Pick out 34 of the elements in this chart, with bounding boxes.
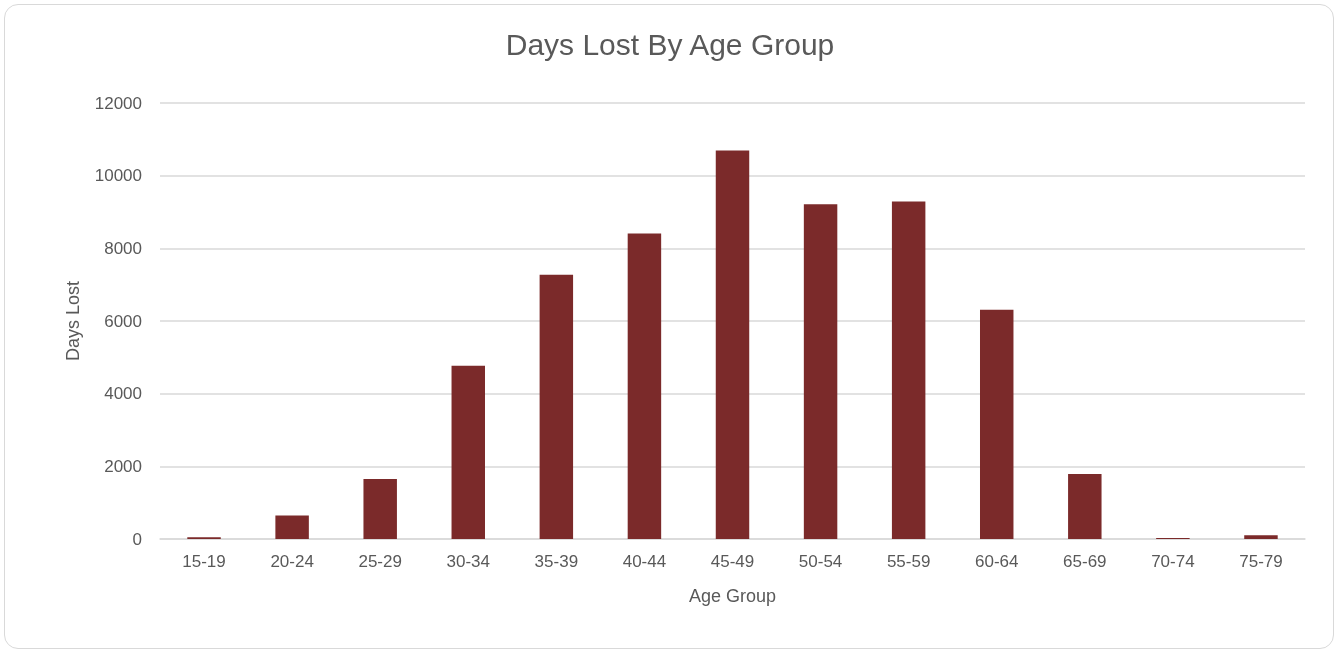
x-tick-label: 65-69 bbox=[1063, 552, 1107, 571]
bar bbox=[1244, 535, 1278, 539]
x-tick-label: 15-19 bbox=[182, 552, 226, 571]
y-tick-label: 8000 bbox=[104, 238, 142, 258]
bar bbox=[1068, 473, 1102, 539]
bar bbox=[363, 479, 397, 539]
x-tick-label: 55-59 bbox=[886, 552, 931, 571]
y-axis-title: Days Lost bbox=[63, 280, 83, 362]
x-tick-label: 70-74 bbox=[1151, 552, 1195, 571]
x-tick-label: 45-49 bbox=[710, 552, 755, 571]
bar bbox=[803, 204, 838, 539]
x-axis-title: Age Group bbox=[688, 586, 777, 606]
y-tick-label: 6000 bbox=[104, 311, 142, 331]
bar bbox=[715, 150, 750, 539]
bar bbox=[451, 365, 485, 539]
bar bbox=[275, 515, 309, 539]
x-tick-label: 30-34 bbox=[446, 552, 491, 571]
chart-title: Days Lost By Age Group bbox=[505, 27, 835, 61]
y-tick-label: 0 bbox=[132, 529, 142, 549]
x-tick-label: 25-29 bbox=[358, 552, 402, 571]
bar bbox=[980, 309, 1014, 539]
y-tick-label: 12000 bbox=[94, 93, 142, 113]
bar bbox=[627, 233, 662, 539]
x-tick-label: 35-39 bbox=[534, 552, 579, 571]
x-tick-label: 20-24 bbox=[270, 552, 314, 571]
y-tick-label: 10000 bbox=[94, 166, 142, 186]
bar bbox=[891, 201, 926, 539]
x-tick-label: 60-64 bbox=[974, 552, 1019, 571]
y-tick-label: 2000 bbox=[104, 456, 142, 476]
x-tick-label: 40-44 bbox=[622, 552, 667, 571]
x-tick-label: 50-54 bbox=[798, 552, 843, 571]
y-tick-label: 4000 bbox=[104, 384, 142, 404]
x-tick-label: 75-79 bbox=[1239, 552, 1283, 571]
bar bbox=[539, 274, 574, 539]
